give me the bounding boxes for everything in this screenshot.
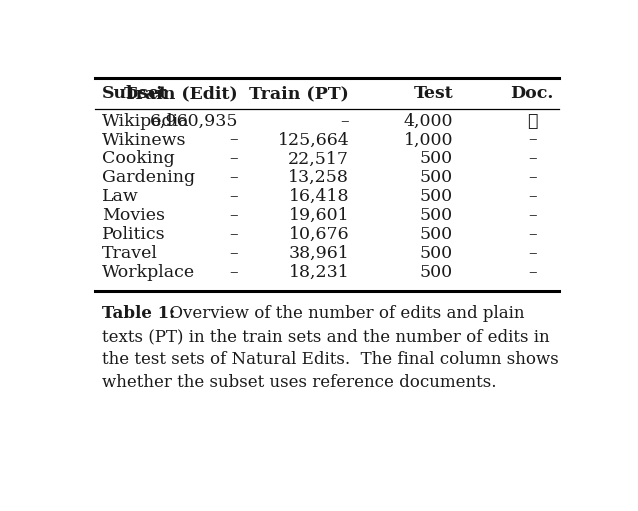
Text: Workplace: Workplace — [102, 264, 195, 281]
Text: 38,961: 38,961 — [288, 245, 349, 262]
Text: –: – — [528, 188, 537, 205]
Text: –: – — [528, 245, 537, 262]
Text: 10,676: 10,676 — [288, 226, 349, 243]
Text: –: – — [528, 131, 537, 149]
Text: 22,517: 22,517 — [288, 150, 349, 168]
Text: –: – — [528, 169, 537, 187]
Text: Train (PT): Train (PT) — [249, 85, 349, 102]
Text: Doc.: Doc. — [510, 85, 554, 102]
Text: Travel: Travel — [102, 245, 158, 262]
Text: –: – — [229, 245, 238, 262]
Text: –: – — [229, 150, 238, 168]
Text: 6,960,935: 6,960,935 — [149, 112, 238, 130]
Text: Wikipedia: Wikipedia — [102, 112, 189, 130]
Text: 500: 500 — [420, 264, 453, 281]
Text: –: – — [229, 169, 238, 187]
Text: 500: 500 — [420, 169, 453, 187]
Text: 500: 500 — [420, 207, 453, 224]
Text: –: – — [229, 188, 238, 205]
Text: Table 1:: Table 1: — [102, 305, 175, 322]
Text: 500: 500 — [420, 245, 453, 262]
Text: –: – — [528, 264, 537, 281]
Text: 500: 500 — [420, 226, 453, 243]
Text: ✓: ✓ — [527, 112, 537, 130]
Text: –: – — [229, 131, 238, 149]
Text: whether the subset uses reference documents.: whether the subset uses reference docume… — [102, 374, 496, 391]
Text: –: – — [528, 207, 537, 224]
Text: 18,231: 18,231 — [288, 264, 349, 281]
Text: –: – — [229, 207, 238, 224]
Text: 13,258: 13,258 — [288, 169, 349, 187]
Text: Gardening: Gardening — [102, 169, 195, 187]
Text: 16,418: 16,418 — [289, 188, 349, 205]
Text: Wikinews: Wikinews — [102, 131, 186, 149]
Text: –: – — [229, 264, 238, 281]
Text: Cooking: Cooking — [102, 150, 175, 168]
Text: 1,000: 1,000 — [404, 131, 453, 149]
Text: 125,664: 125,664 — [278, 131, 349, 149]
Text: –: – — [528, 226, 537, 243]
Text: 500: 500 — [420, 188, 453, 205]
Text: –: – — [229, 226, 238, 243]
Text: 19,601: 19,601 — [288, 207, 349, 224]
Text: Movies: Movies — [102, 207, 165, 224]
Text: Train (Edit): Train (Edit) — [124, 85, 238, 102]
Text: 500: 500 — [420, 150, 453, 168]
Text: Overview of the number of edits and plain: Overview of the number of edits and plai… — [159, 305, 524, 322]
Text: 4,000: 4,000 — [404, 112, 453, 130]
Text: Test: Test — [413, 85, 453, 102]
Text: –: – — [528, 150, 537, 168]
Text: –: – — [341, 112, 349, 130]
Text: Politics: Politics — [102, 226, 166, 243]
Text: Law: Law — [102, 188, 138, 205]
Text: texts (PT) in the train sets and the number of edits in: texts (PT) in the train sets and the num… — [102, 328, 549, 345]
Text: Subset: Subset — [102, 85, 168, 102]
Text: the test sets of Natural Edits.  The final column shows: the test sets of Natural Edits. The fina… — [102, 351, 559, 368]
